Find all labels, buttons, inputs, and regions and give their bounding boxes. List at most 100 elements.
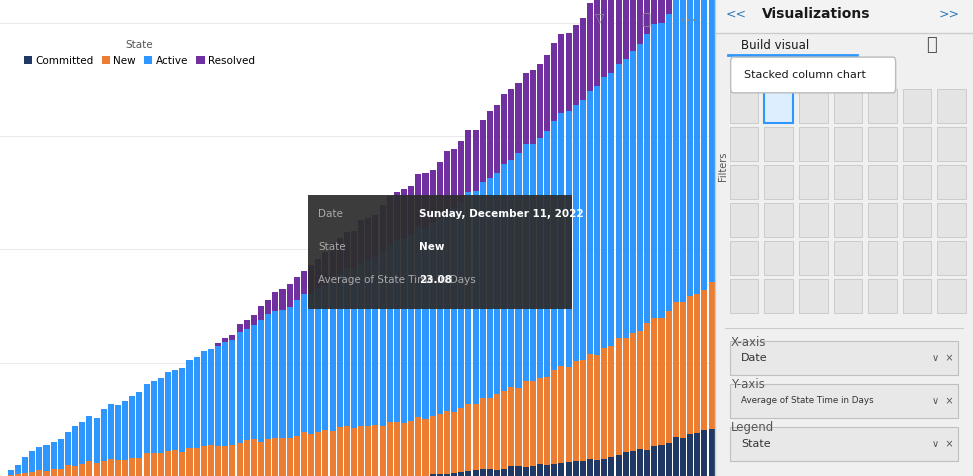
Bar	[465, 404, 472, 471]
Bar	[29, 451, 35, 472]
Bar	[230, 335, 235, 340]
Bar	[595, 86, 600, 355]
Bar	[623, 338, 629, 452]
Bar	[537, 64, 543, 138]
Bar	[580, 461, 586, 476]
FancyBboxPatch shape	[730, 341, 958, 375]
Bar	[573, 461, 579, 476]
FancyBboxPatch shape	[937, 203, 966, 237]
FancyBboxPatch shape	[868, 89, 897, 123]
FancyBboxPatch shape	[765, 89, 793, 123]
Bar	[494, 470, 500, 476]
Bar	[93, 418, 99, 463]
Bar	[552, 370, 558, 464]
Bar	[144, 453, 150, 476]
Text: ∨  ×: ∨ ×	[932, 396, 954, 406]
Bar	[465, 192, 472, 404]
FancyBboxPatch shape	[834, 241, 862, 275]
Bar	[358, 426, 364, 476]
Bar	[422, 229, 428, 419]
Bar	[573, 361, 579, 461]
Bar	[651, 24, 658, 318]
Bar	[587, 459, 593, 476]
Bar	[616, 455, 622, 476]
FancyBboxPatch shape	[903, 241, 931, 275]
Bar	[351, 428, 357, 476]
Bar	[266, 439, 271, 476]
Bar	[458, 141, 464, 201]
Bar	[236, 332, 242, 443]
Text: ∨  ×: ∨ ×	[932, 438, 954, 449]
Bar	[337, 274, 342, 427]
Bar	[659, 318, 665, 445]
Bar	[687, 0, 693, 296]
Bar	[36, 446, 43, 470]
FancyBboxPatch shape	[765, 203, 793, 237]
Bar	[36, 470, 43, 476]
Bar	[15, 465, 20, 474]
Bar	[415, 417, 421, 476]
Bar	[373, 426, 378, 476]
FancyBboxPatch shape	[765, 127, 793, 161]
Bar	[200, 350, 207, 446]
Bar	[508, 89, 515, 160]
Bar	[394, 422, 400, 476]
Bar	[373, 257, 378, 426]
Bar	[308, 265, 314, 294]
Bar	[473, 191, 479, 404]
Bar	[72, 426, 78, 466]
Bar	[623, 452, 629, 476]
Bar	[559, 463, 564, 476]
Bar	[430, 474, 436, 476]
Bar	[508, 160, 515, 387]
FancyBboxPatch shape	[799, 203, 828, 237]
Bar	[630, 51, 636, 333]
FancyBboxPatch shape	[868, 165, 897, 199]
Bar	[601, 459, 607, 476]
FancyBboxPatch shape	[730, 279, 759, 313]
Text: ⋯: ⋯	[679, 12, 698, 30]
Bar	[422, 419, 428, 476]
Bar	[415, 227, 421, 417]
Bar	[480, 182, 486, 398]
Bar	[458, 408, 464, 472]
Bar	[208, 445, 214, 476]
FancyBboxPatch shape	[730, 89, 759, 123]
Bar	[565, 462, 571, 476]
Text: Visualizations: Visualizations	[762, 7, 870, 21]
Bar	[486, 111, 493, 178]
Bar	[587, 3, 593, 91]
Bar	[473, 130, 479, 191]
Legend: Committed, New, Active, Resolved: Committed, New, Active, Resolved	[19, 36, 259, 69]
Bar	[409, 421, 414, 476]
FancyBboxPatch shape	[834, 279, 862, 313]
Bar	[330, 431, 336, 476]
Bar	[601, 78, 607, 348]
Bar	[508, 466, 515, 476]
Bar	[544, 131, 550, 377]
Bar	[672, 302, 679, 437]
Bar	[115, 460, 121, 476]
Bar	[365, 426, 372, 476]
Bar	[343, 426, 350, 476]
Bar	[580, 360, 586, 461]
FancyBboxPatch shape	[903, 89, 931, 123]
Bar	[57, 439, 64, 469]
Bar	[365, 218, 372, 259]
Bar	[187, 360, 193, 448]
Bar	[243, 440, 250, 476]
Bar	[15, 474, 20, 476]
Bar	[315, 258, 321, 288]
Bar	[222, 338, 229, 342]
Bar	[516, 83, 522, 153]
Bar	[343, 232, 350, 268]
Bar	[215, 446, 221, 476]
Bar	[430, 223, 436, 416]
Text: New: New	[418, 242, 444, 252]
Bar	[637, 44, 643, 330]
FancyBboxPatch shape	[731, 57, 896, 93]
Bar	[451, 149, 457, 208]
Bar	[230, 340, 235, 445]
Bar	[537, 378, 543, 464]
Bar	[279, 438, 285, 476]
